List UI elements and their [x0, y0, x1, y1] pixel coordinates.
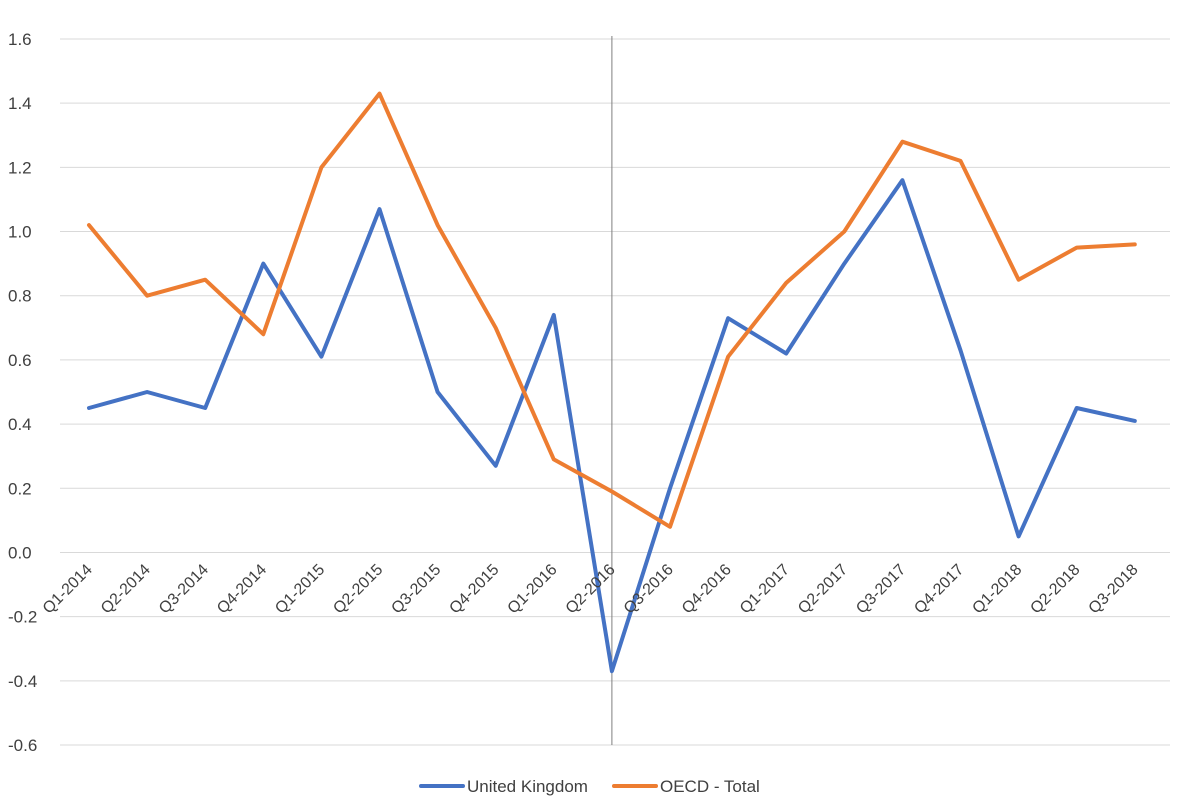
y-tick-label: 0.8	[8, 287, 32, 306]
series-line-united-kingdom	[87, 178, 1137, 674]
y-tick-label: -0.4	[8, 672, 37, 691]
x-tick-label: Q3-2015	[388, 561, 444, 617]
y-tick-label: 0.0	[8, 543, 32, 562]
y-tick-label: -0.2	[8, 608, 37, 627]
x-tick-label: Q1-2015	[272, 561, 328, 617]
x-axis-tick-labels: Q1-2014 Q2-2014 Q3-2014 Q4-2014 Q1-2015 Q2-20…	[40, 561, 1142, 617]
y-tick-label: 1.2	[8, 158, 32, 177]
x-tick-label: Q1-2017	[737, 561, 793, 617]
x-tick-label: Q4-2016	[679, 561, 735, 617]
y-tick-label: 0.4	[8, 415, 32, 434]
x-tick-label: Q3-2016	[621, 561, 677, 617]
x-tick-label: Q4-2015	[446, 561, 502, 617]
y-tick-label: 0.2	[8, 479, 32, 498]
x-tick-label: Q1-2018	[969, 561, 1025, 617]
y-tick-label: 0.6	[8, 351, 32, 370]
x-tick-label: Q2-2016	[563, 561, 619, 617]
y-axis-tick-labels: 1.6 1.4 1.2 1.0 0.8 0.6 0.4 0.2 0.0 -0.2 -0.4 -0.6	[8, 30, 37, 755]
x-tick-label: Q3-2014	[156, 561, 212, 617]
series-line-oecd-total	[87, 91, 1137, 529]
series-lines	[87, 91, 1137, 674]
x-tick-label: Q2-2014	[98, 561, 154, 617]
legend-label: OECD - Total	[660, 777, 760, 796]
x-tick-label: Q1-2016	[505, 561, 561, 617]
legend-label: United Kingdom	[467, 777, 588, 796]
x-tick-label: Q2-2017	[795, 561, 851, 617]
x-tick-label: Q3-2017	[853, 561, 909, 617]
x-tick-label: Q1-2014	[40, 561, 96, 617]
x-tick-label: Q4-2014	[214, 561, 270, 617]
y-tick-label: -0.6	[8, 736, 37, 755]
x-tick-label: Q3-2018	[1086, 561, 1142, 617]
gridlines	[60, 38, 1170, 746]
y-tick-label: 1.6	[8, 30, 32, 49]
y-tick-label: 1.0	[8, 223, 32, 242]
y-tick-label: 1.4	[8, 94, 32, 113]
x-tick-label: Q2-2018	[1027, 561, 1083, 617]
legend: United Kingdom OECD - Total	[419, 777, 760, 796]
x-tick-label: Q4-2017	[911, 561, 967, 617]
x-tick-label: Q2-2015	[330, 561, 386, 617]
